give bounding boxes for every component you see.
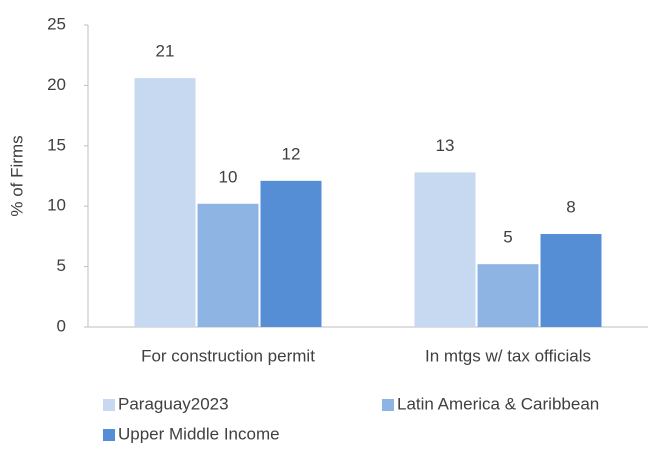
y-tick-label: 10 [47,196,66,215]
legend-label: Upper Middle Income [118,424,280,443]
y-tick-label: 25 [47,14,66,33]
legend-swatch [103,399,115,411]
legend-swatch [103,429,115,441]
value-label: 12 [282,144,301,163]
y-tick-label: 15 [47,135,66,154]
bar [414,172,476,327]
value-label: 5 [503,228,512,247]
bar [134,78,196,327]
x-tick-label: In mtgs w/ tax officials [425,346,591,365]
bar [477,264,539,327]
x-tick-label: For construction permit [141,346,315,365]
value-label: 21 [156,42,175,61]
value-label: 10 [219,167,238,186]
legend-label: Latin America & Caribbean [397,394,599,413]
bar [260,180,322,327]
y-tick-label: 5 [57,256,66,275]
y-tick-label: 20 [47,75,66,94]
y-axis-label: % of Firms [7,135,26,216]
y-tick-label: 0 [57,316,66,335]
legend-label: Paraguay2023 [118,394,229,413]
bar [540,233,602,327]
value-label: 8 [566,197,575,216]
legend-swatch [382,399,394,411]
value-label: 13 [436,136,455,155]
bar [197,203,259,327]
